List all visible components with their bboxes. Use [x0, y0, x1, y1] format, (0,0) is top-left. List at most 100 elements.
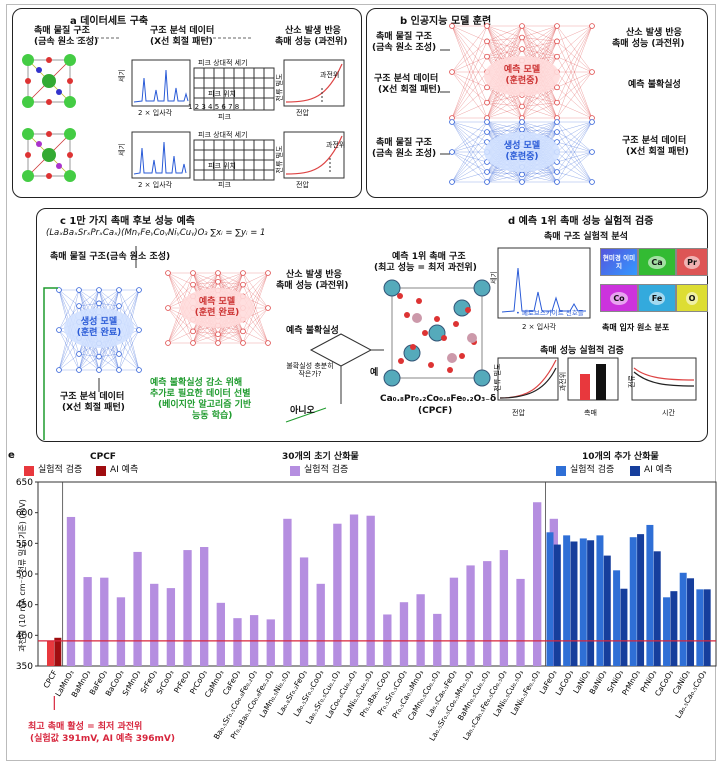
panel-a-col1: 촉매 물질 구조: [34, 26, 90, 36]
bar: [679, 572, 687, 666]
panel-a-xangle-2: 2 × 입사각: [138, 181, 173, 189]
panel-d-title: d 예측 1위 촉매 성능 실험적 검증: [508, 216, 654, 227]
bar: [570, 541, 578, 666]
bar: [637, 534, 645, 666]
bar: [233, 618, 242, 666]
panel-b-gen-model: 생성 모델 (훈련중): [484, 132, 560, 172]
panel-c: [36, 208, 708, 442]
panel-a-col2: 구조 분석 데이터: [150, 26, 215, 36]
panel-a-yint-2: 세기: [117, 143, 126, 156]
bar: [46, 640, 54, 666]
y-tick-label: 550: [16, 539, 33, 549]
map-cell-fe: Fe: [638, 284, 676, 312]
panel-b-title: b 인공지능 모델 훈련: [400, 16, 492, 27]
bar: [166, 588, 176, 666]
panel-c-out1-sub: 촉매 성능 (과전위): [276, 281, 349, 291]
bar: [399, 602, 409, 666]
y-tick-label: 600: [16, 509, 33, 519]
legend-added-ai-swatch: [630, 466, 640, 476]
panel-d-xangle: 2 × 입사각: [522, 323, 557, 331]
peak-table-1: [193, 67, 275, 111]
legend-cpcf-ai: AI 예측: [110, 465, 139, 475]
panel-a-col1-sub: (금속 원소 조성): [34, 37, 99, 47]
bar: [54, 637, 62, 666]
panel-b-out3-sub: (X선 회절 패턴): [626, 147, 689, 157]
figure-frame: [6, 4, 716, 761]
bar: [133, 551, 142, 666]
panel-b-out3: 구조 분석 데이터: [622, 136, 687, 146]
y-tick-label: 500: [16, 570, 33, 580]
panel-a-peak-int-2: 피크 상대적 세기: [198, 131, 248, 139]
panel-a-overpot-1: 과전위: [320, 71, 340, 79]
bar: [116, 597, 126, 666]
panel-c-top1-sub: (최고 성능 = 최저 과전위): [374, 263, 477, 273]
panel-c-green1: 예측 불확실성 감소 위해: [150, 378, 243, 388]
cpcf-crystal: [383, 279, 491, 387]
panel-a-col3: 산소 발생 반응: [285, 26, 341, 36]
panel-e-group1-title: CPCF: [90, 452, 116, 462]
panel-e-callout1: 최고 촉매 활성 = 최저 과전위: [28, 722, 143, 732]
panel-c-networks: [43, 246, 697, 440]
bar: [549, 518, 558, 666]
panel-b-in1-sub: (금속 원소 조성): [372, 43, 437, 53]
panel-c-input: 촉매 물질 구조(금속 원소 조성): [50, 252, 171, 262]
panel-d-xvolt: 전압: [512, 409, 525, 417]
bar: [620, 588, 628, 666]
bar: [416, 594, 425, 666]
panel-d-yint: 세기: [489, 271, 498, 284]
bar: [216, 602, 225, 666]
legend-added-exp: 실험적 검증: [570, 465, 615, 475]
panel-b-in1: 촉매 물질 구조: [376, 32, 432, 42]
panel-a-title: a 데이터세트 구축: [70, 16, 149, 27]
bar: [483, 561, 492, 666]
bar: [533, 502, 542, 666]
panel-a-col2-sub: (X선 회절 패턴): [150, 37, 213, 47]
bar: [670, 591, 678, 666]
panel-e-chart: 650600550500450400350CPCFLaMnO₃BaMnO₃BaF…: [16, 478, 717, 742]
bar: [299, 557, 309, 666]
panel-c-cpcf-formula: Ca₀.₈Pr₀.₂Co₀.₈Fe₀.₂O₃₋δ: [380, 394, 497, 404]
panel-d-plots: [497, 247, 697, 401]
panel-b-in3-sub: (금속 원소 조성): [372, 149, 437, 159]
bar: [66, 516, 76, 666]
bar: [449, 577, 459, 666]
panel-c-cpcf: (CPCF): [418, 406, 453, 416]
panel-a-graphics: [22, 37, 345, 182]
panel-a-peak-pos-1: 피크 위치: [208, 90, 236, 98]
legend-cpcf-exp-swatch: [24, 466, 34, 476]
panel-c-green4: 능동 학습): [192, 411, 233, 421]
y-tick-label: 400: [16, 631, 33, 641]
legend-added-exp-swatch: [556, 466, 566, 476]
legend-initial-exp: 실험적 검증: [304, 465, 349, 475]
panel-a-ycur-1: 전류 밀도: [275, 73, 284, 102]
panel-b-in3: 촉매 물질 구조: [376, 138, 432, 148]
panel-c-xrd-sub: (X선 회절 패턴): [62, 403, 125, 413]
panel-c-green3: (베이지안 알고리즘 기반: [158, 400, 252, 410]
panel-d-perovskite: • 페로브스카이트 신호들: [516, 309, 584, 317]
bar: [603, 555, 611, 666]
panel-c-top1: 예측 1위 촉매 구조: [392, 252, 466, 262]
bar: [587, 540, 595, 666]
panel-e-group3-title: 10개의 추가 산화물: [582, 452, 659, 462]
bar: [150, 583, 159, 666]
panel-e-callout2: (실험값 391mV, AI 예측 396mV): [30, 734, 175, 744]
y-tick-label: 350: [16, 662, 33, 672]
panel-a-xvolt-1: 전압: [296, 109, 309, 117]
map-cell-co: Co: [600, 284, 638, 312]
panel-a-ycur-2: 전류 밀도: [275, 145, 284, 174]
bar: [696, 589, 704, 666]
panel-b-out1-sub: 촉매 성능 (과전위): [612, 39, 685, 49]
crystal-structure-2: [22, 128, 76, 182]
legend-added-ai: AI 예측: [644, 465, 673, 475]
panel-d-perf-title: 촉매 성능 실험적 검증: [540, 346, 624, 356]
bar: [433, 613, 442, 666]
map-cell-pr: Pr: [676, 248, 708, 276]
panel-d-ycur2: 전류: [627, 375, 636, 388]
bar: [499, 550, 509, 666]
bar: [687, 578, 695, 666]
panel-d-xtime: 시간: [662, 409, 675, 417]
panel-c-xrd: 구조 분석 데이터: [60, 392, 125, 402]
panel-a-yint-1: 세기: [117, 69, 126, 82]
bar: [563, 535, 571, 666]
bar: [283, 518, 292, 666]
